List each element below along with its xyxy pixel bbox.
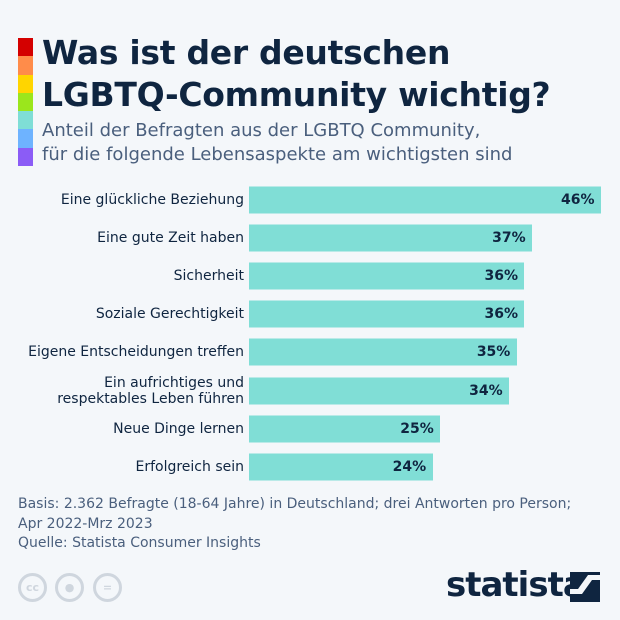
nd-icon[interactable]: = [93,573,122,602]
source: Quelle: Statista Consumer Insights [18,535,261,551]
bar [249,377,510,404]
category-label: Eine gute Zeit haben [97,230,244,246]
cc-icon[interactable]: cc [18,573,47,602]
category-label: Eine glückliche Beziehung [61,192,244,208]
bar [249,415,441,443]
stripe-segment [18,92,33,112]
bar [249,186,601,214]
notes-line: Basis: 2.362 Befragte (18-64 Jahre) in D… [18,496,572,512]
category-label-line: Eigene Entscheidungen treffen [28,344,244,361]
value-label: 25% [400,420,434,437]
notes-line: Apr 2022-Mrz 2023 [18,516,153,532]
title-line: Was ist der deutschen [42,33,451,72]
value-label: 36% [484,306,518,323]
category-label: Neue Dinge lernen [113,421,244,437]
category-label: Ein aufrichtiges und respektables Leben f… [57,375,244,407]
bar [249,338,517,366]
statista-logo-mark-icon [570,572,600,602]
rainbow-stripe [18,38,33,166]
value-label: 37% [492,230,526,247]
chart-title: Was ist der deutschen LGBTQ-Community wi… [42,32,551,116]
subtitle-line: für die folgende Lebensaspekte am wichti… [42,144,513,165]
bar [249,262,525,290]
stripe-segment [18,56,33,75]
category-label: Sicherheit [174,268,244,284]
by-icon[interactable]: ● [55,573,84,602]
category-label-line: Neue Dinge lernen [113,420,244,437]
category-label-line: Eine gute Zeit haben [97,230,244,247]
notes: Basis: 2.362 Befragte (18-64 Jahre) in D… [18,494,571,534]
value-label: 36% [484,268,518,285]
bar [249,224,533,252]
category-label: Eigene Entscheidungen treffen [28,344,244,360]
stripe-segment [18,129,33,148]
value-label: 46% [561,192,595,208]
stripe-segment [18,74,33,93]
value-label: 35% [476,344,511,361]
stripe-segment [18,111,33,130]
category-label-line: Sicherheit [173,268,244,285]
stripe-segment [18,38,33,57]
category-label: Soziale Gerechtigkeit [96,306,244,322]
category-label-line: Erfolgreich sein [135,458,244,475]
category-label: Erfolgreich sein [135,459,244,475]
title-line: LGBTQ-Community wichtig? [42,75,551,114]
value-label: 24% [392,458,427,475]
value-label: 34% [469,382,503,399]
bar [249,300,525,328]
category-label-line: respektables Leben führen [57,390,244,407]
bar-chart: Eine glückliche Beziehung 46% Eine gute Ze… [0,180,620,490]
category-label-line: Soziale Gerechtigkeit [95,306,244,323]
subtitle-line: Anteil der Befragten aus der LGBTQ Commu… [42,120,481,141]
chart-subtitle: Anteil der Befragten aus der LGBTQ Commu… [42,119,512,167]
stripe-segment [18,147,33,166]
bar [249,453,433,481]
category-label-line: Eine glückliche Beziehung [60,192,244,208]
category-label-line: Ein aufrichtiges und [104,374,244,391]
statista-logo[interactable]: statista [446,565,586,605]
